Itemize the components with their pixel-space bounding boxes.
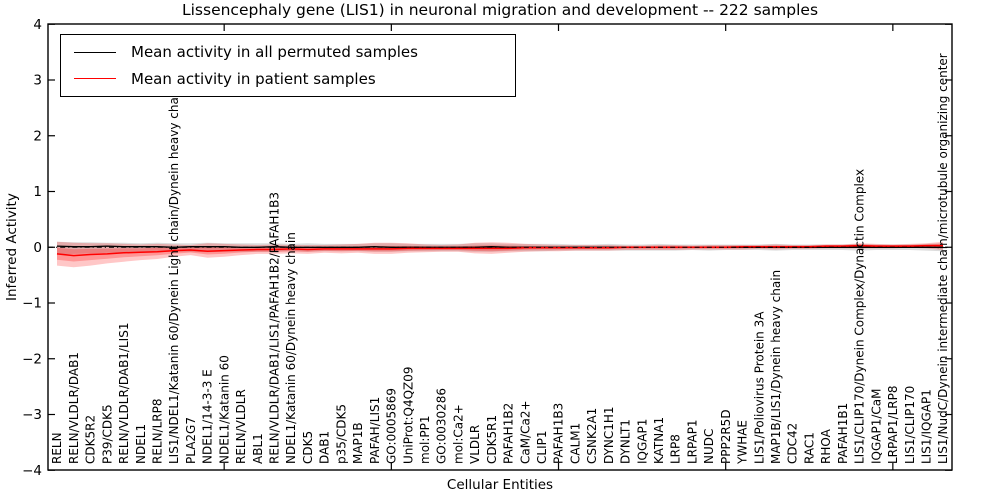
x-tick-label: LRP8 [669,434,683,464]
x-tick-label: NDEL1/14-3-3 E [201,369,215,464]
x-tick-label: RELN/VLDLR [234,389,248,464]
x-tick-label: NDEL1 [134,424,148,464]
x-tick-label: CDC42 [786,423,800,464]
x-tick-label: DYNC1H1 [602,406,616,464]
x-tick-label: CALM1 [568,423,582,464]
x-tick-label: ABL1 [251,433,265,464]
x-tick-label: DYNLT1 [619,419,633,464]
patient-line-swatch [74,78,116,80]
x-tick-label: RHOA [819,428,833,464]
x-tick-label: LRPAP1 [685,419,699,464]
x-tick-label: LIS1/IQGAP1 [920,389,934,464]
x-tick-label: PLA2G7 [184,417,198,464]
x-tick-label: IQGAP1 [635,419,649,464]
patient-band-inner [57,243,943,262]
y-tick-label: −4 [22,463,42,479]
x-axis-title: Cellular Entities [446,477,554,493]
x-tick-label: CDK5 [301,431,315,464]
x-tick-label: RELN [50,432,64,464]
legend-label-permuted: Mean activity in all permuted samples [131,43,418,62]
x-tick-label: LIS1/Poliovirus Protein 3A [752,311,766,464]
x-tick-label: CSNK2A1 [585,408,599,464]
x-tick-label: CLIP1 [535,431,549,464]
x-tick-label: p35/CDK5 [334,404,348,464]
patient-mean-line [56,244,943,257]
legend-item-patient: Mean activity in patient samples [61,70,515,88]
x-tick-label: MAP1B/LIS1/Dynein heavy chain [769,270,783,464]
x-tick-label: RELN/LRP8 [151,398,165,464]
y-tick-label: −2 [22,351,42,367]
x-tick-label: UniProt:Q4QZ09 [401,366,415,464]
x-tick-label: PAFAH1B1 [836,403,850,464]
legend: Mean activity in all permuted samples Me… [60,34,516,97]
x-tick-label: LIS1/NudC/Dynein intermediate chain/micr… [936,53,950,464]
x-tick-label: LIS1/CLIP170 [903,386,917,464]
x-tick-label: YWHAE [736,420,750,465]
x-tick-label: LIS1/NDEL1/Katanin 60/Dynein Light chain… [167,86,181,464]
legend-label-patient: Mean activity in patient samples [131,69,376,88]
x-tick-label: KATNA1 [652,417,666,464]
x-tick-label: CDK5R2 [84,415,98,464]
chart-title: Lissencephaly gene (LIS1) in neuronal mi… [181,1,819,19]
y-tick-label: 4 [33,17,42,33]
y-tick-label: −1 [22,296,42,312]
x-tick-label: LRPAP1/LRP8 [886,385,900,464]
x-tick-label: NUDC [702,429,716,464]
x-tick-label: IQGAP1/CaM [869,389,883,465]
x-tick-label: PAFAH/LIS1 [368,397,382,464]
x-tick-label: RELN/VLDLR/DAB1/LIS1 [117,323,131,464]
x-tick-label: P39/CDK5 [100,404,114,464]
y-axis-title: Inferred Activity [4,193,20,301]
x-tick-label: CDK5R1 [485,415,499,464]
x-tick-label: RAC1 [803,432,817,464]
x-tick-label: mol:Ca2+ [451,404,465,464]
x-tick-label: GO:0005869 [385,388,399,464]
y-tick-label: 3 [33,73,42,89]
x-tick-label: VLDLR [468,425,482,464]
x-tick-label: NDEL1/Katanin 60 [217,355,231,464]
y-tick-label: −3 [22,407,42,423]
patient-band-outer [57,241,943,268]
permuted-line-swatch [74,51,116,53]
y-tick-label: 0 [33,240,42,256]
x-tick-label: CaM/Ca2+ [518,400,532,464]
x-tick-label: RELN/VLDLR/DAB1 [67,352,81,464]
x-tick-label: PPP2R5D [719,409,733,464]
x-tick-label: NDEL1/Katanin 60/Dynein heavy chain [284,232,298,464]
x-tick-label: PAFAH1B3 [552,403,566,464]
y-tick-label: 1 [33,184,42,200]
x-tick-label: DAB1 [318,431,332,464]
x-tick-label: RELN/VLDLR/DAB1/LIS1/PAFAH1B2/PAFAH1B3 [268,192,282,464]
x-tick-label: MAP1B [351,422,365,464]
x-tick-label: PAFAH1B2 [502,403,516,464]
legend-item-permuted: Mean activity in all permuted samples [61,43,515,61]
x-tick-label: GO:0030286 [435,388,449,464]
x-tick-label: mol:PP1 [418,415,432,464]
x-tick-label: LIS1/CLIP170/Dynein Complex/Dynactin Com… [853,169,867,464]
y-tick-label: 2 [33,128,42,144]
